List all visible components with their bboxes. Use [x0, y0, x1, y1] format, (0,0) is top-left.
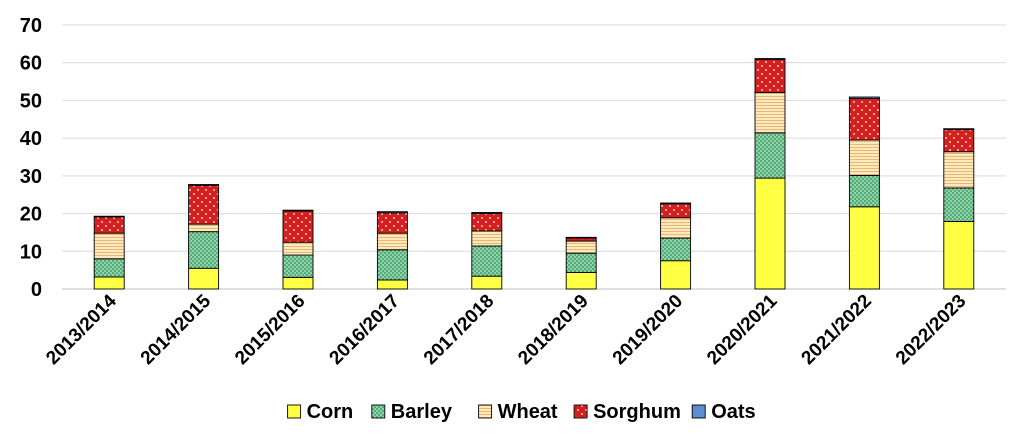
bar-segment-corn — [565, 271, 597, 290]
bar-segment-oats — [282, 209, 314, 212]
bar-segment-corn — [943, 221, 975, 290]
x-tick-label: 2018/2019 — [514, 291, 592, 369]
bar-segment-barley — [660, 237, 692, 262]
bar-segment-sorghum — [471, 213, 503, 232]
bar-segment-wheat — [282, 241, 314, 256]
legend-label-barley: Barley — [391, 401, 453, 423]
bar-segment-barley — [188, 231, 220, 269]
bar-segment-oats — [754, 58, 786, 60]
bar-segment-oats — [93, 215, 125, 218]
bar-segment-corn — [471, 275, 503, 290]
bar-segment-wheat — [848, 139, 880, 176]
bars — [93, 58, 975, 290]
legend-label-oats: Oats — [711, 401, 755, 423]
y-tick-label: 50 — [20, 90, 42, 112]
legend-swatch-wheat — [478, 404, 493, 419]
y-tick-label: 20 — [20, 204, 42, 226]
bar-segment-wheat — [565, 240, 597, 254]
bar-segment-corn — [93, 276, 125, 290]
legend-swatch-oats — [691, 404, 706, 419]
bar-segment-corn — [754, 177, 786, 290]
bar-segment-sorghum — [565, 237, 597, 242]
bar-segment-corn — [660, 260, 692, 290]
bar-segment-wheat — [188, 223, 220, 233]
y-tick-label: 70 — [20, 15, 42, 37]
gridlines — [62, 24, 1006, 252]
legend-swatch-sorghum — [573, 404, 588, 419]
legend-label-wheat: Wheat — [498, 401, 558, 423]
bar-segment-wheat — [754, 92, 786, 134]
bar-segment-sorghum — [376, 212, 408, 234]
y-tick-label: 10 — [20, 241, 42, 263]
bar-segment-barley — [943, 187, 975, 222]
bar-segment-corn — [282, 276, 314, 290]
y-axis: 0 10 20 30 40 50 60 70 — [20, 15, 1006, 301]
x-tick-label: 2014/2015 — [137, 290, 216, 369]
bar-segment-wheat — [376, 232, 408, 251]
x-tick-label: 2017/2018 — [420, 291, 498, 369]
bar-segment-barley — [848, 175, 880, 208]
bar-segment-barley — [565, 252, 597, 273]
bar-segment-oats — [376, 211, 408, 214]
bar-segment-barley — [754, 132, 786, 179]
bar-segment-barley — [376, 249, 408, 281]
x-axis-labels: 2013/2014 2014/2015 2015/2016 2016/2017 2017… — [42, 290, 970, 369]
bar-segment-oats — [943, 128, 975, 130]
bar-segment-sorghum — [93, 216, 125, 234]
y-tick-label: 30 — [20, 166, 42, 188]
x-tick-label: 2022/2023 — [892, 291, 970, 369]
x-tick-label: 2015/2016 — [231, 291, 309, 369]
x-tick-label: 2013/2014 — [42, 290, 121, 369]
bar-segment-barley — [93, 258, 125, 278]
bar-segment-sorghum — [943, 129, 975, 153]
x-tick-label: 2016/2017 — [326, 291, 404, 369]
x-tick-label: 2021/2022 — [798, 291, 876, 369]
bar-segment-barley — [282, 254, 314, 278]
bar-segment-corn — [376, 279, 408, 290]
bar-segment-sorghum — [848, 98, 880, 141]
bar-segment-sorghum — [754, 58, 786, 93]
x-tick-label: 2020/2021 — [703, 290, 782, 369]
bar-segment-wheat — [943, 151, 975, 189]
y-tick-label: 60 — [20, 53, 42, 75]
bar-segment-corn — [188, 267, 220, 290]
bar-segment-oats — [565, 236, 597, 239]
bar-segment-oats — [848, 96, 880, 99]
bar-segment-wheat — [471, 230, 503, 247]
bar-segment-sorghum — [282, 210, 314, 243]
legend-swatch-corn — [287, 404, 302, 419]
bar-segment-corn — [848, 206, 880, 290]
bar-segment-oats — [188, 184, 220, 186]
bar-segment-sorghum — [188, 184, 220, 225]
bar-segment-wheat — [660, 217, 692, 239]
y-tick-label: 0 — [31, 279, 42, 301]
legend-label-sorghum: Sorghum — [593, 401, 681, 423]
bar-segment-barley — [471, 245, 503, 277]
bar-segment-oats — [471, 211, 503, 215]
legend-swatch-barley — [371, 404, 386, 419]
bar-segment-oats — [660, 202, 692, 205]
y-tick-label: 40 — [20, 128, 42, 150]
legend-label-corn: Corn — [307, 401, 354, 423]
bar-segment-sorghum — [660, 203, 692, 219]
x-tick-label: 2019/2020 — [609, 291, 687, 369]
legend: Corn Barley Wheat Sorghum Oats — [287, 401, 756, 423]
bar-segment-wheat — [93, 232, 125, 260]
